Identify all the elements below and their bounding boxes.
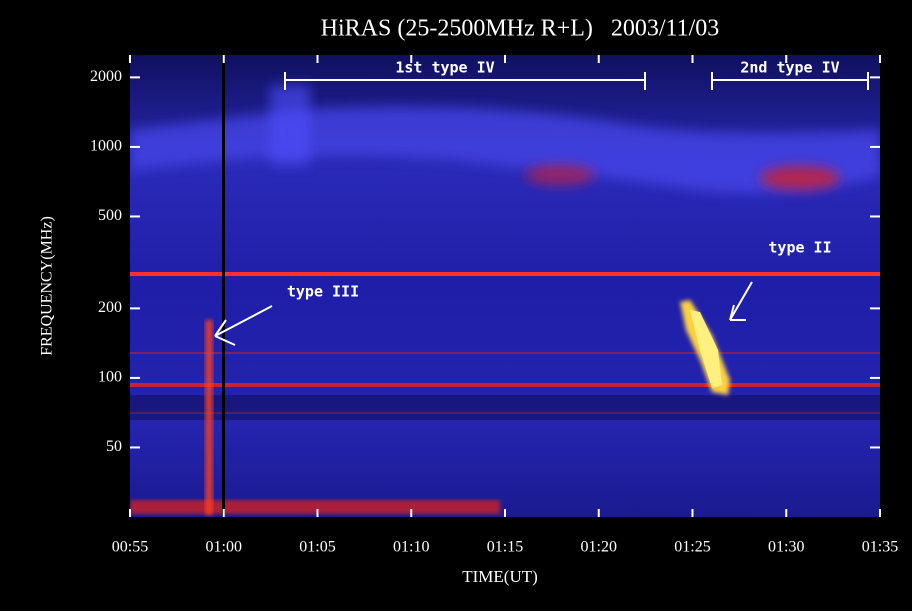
y-tick-label: 2000	[90, 68, 122, 85]
chart-title: HiRAS (25-2500MHz R+L) 2003/11/03	[321, 16, 720, 42]
low-frequency-band	[130, 500, 500, 514]
x-tick-label: 01:35	[862, 539, 898, 556]
x-tick-label: 01:30	[768, 539, 804, 556]
arrow	[729, 281, 753, 321]
emission-patch	[270, 85, 310, 165]
quiet-band	[130, 395, 880, 420]
bracket	[711, 72, 869, 90]
arrow	[214, 305, 273, 346]
annotation: 2nd type IV	[740, 59, 839, 77]
x-tick-label: 01:05	[299, 539, 335, 556]
y-tick-label: 200	[98, 299, 122, 316]
annotation: type III	[287, 283, 359, 301]
annotation-shapes	[214, 72, 869, 346]
data-gap	[222, 55, 225, 517]
y-tick-label: 500	[98, 207, 122, 224]
y-tick-label: 1000	[90, 138, 122, 155]
x-tick-label: 01:25	[674, 539, 710, 556]
interference-line	[130, 352, 880, 354]
interference-line	[130, 383, 880, 387]
x-tick-label: 01:10	[393, 539, 429, 556]
x-axis-label: TIME(UT)	[462, 567, 538, 586]
annotation: 1st type IV	[395, 59, 494, 77]
x-tick-label: 01:15	[487, 539, 523, 556]
annotation: type II	[768, 239, 831, 257]
y-axis-label: FREQUENCY(MHz)	[39, 216, 56, 356]
x-tick-label: 01:20	[581, 539, 617, 556]
interference-line	[130, 272, 880, 276]
type-iv-emission	[130, 106, 880, 193]
x-tick-label: 00:55	[112, 539, 148, 556]
y-tick-label: 50	[106, 438, 122, 455]
bracket	[284, 72, 646, 90]
spectrum	[130, 55, 880, 517]
type-iii-burst	[205, 320, 213, 515]
y-tick-label: 100	[98, 369, 122, 386]
emission-patch	[760, 166, 840, 190]
emission-patch	[525, 165, 595, 185]
x-tick-label: 01:00	[206, 539, 242, 556]
type-ii-burst-core	[690, 310, 722, 388]
